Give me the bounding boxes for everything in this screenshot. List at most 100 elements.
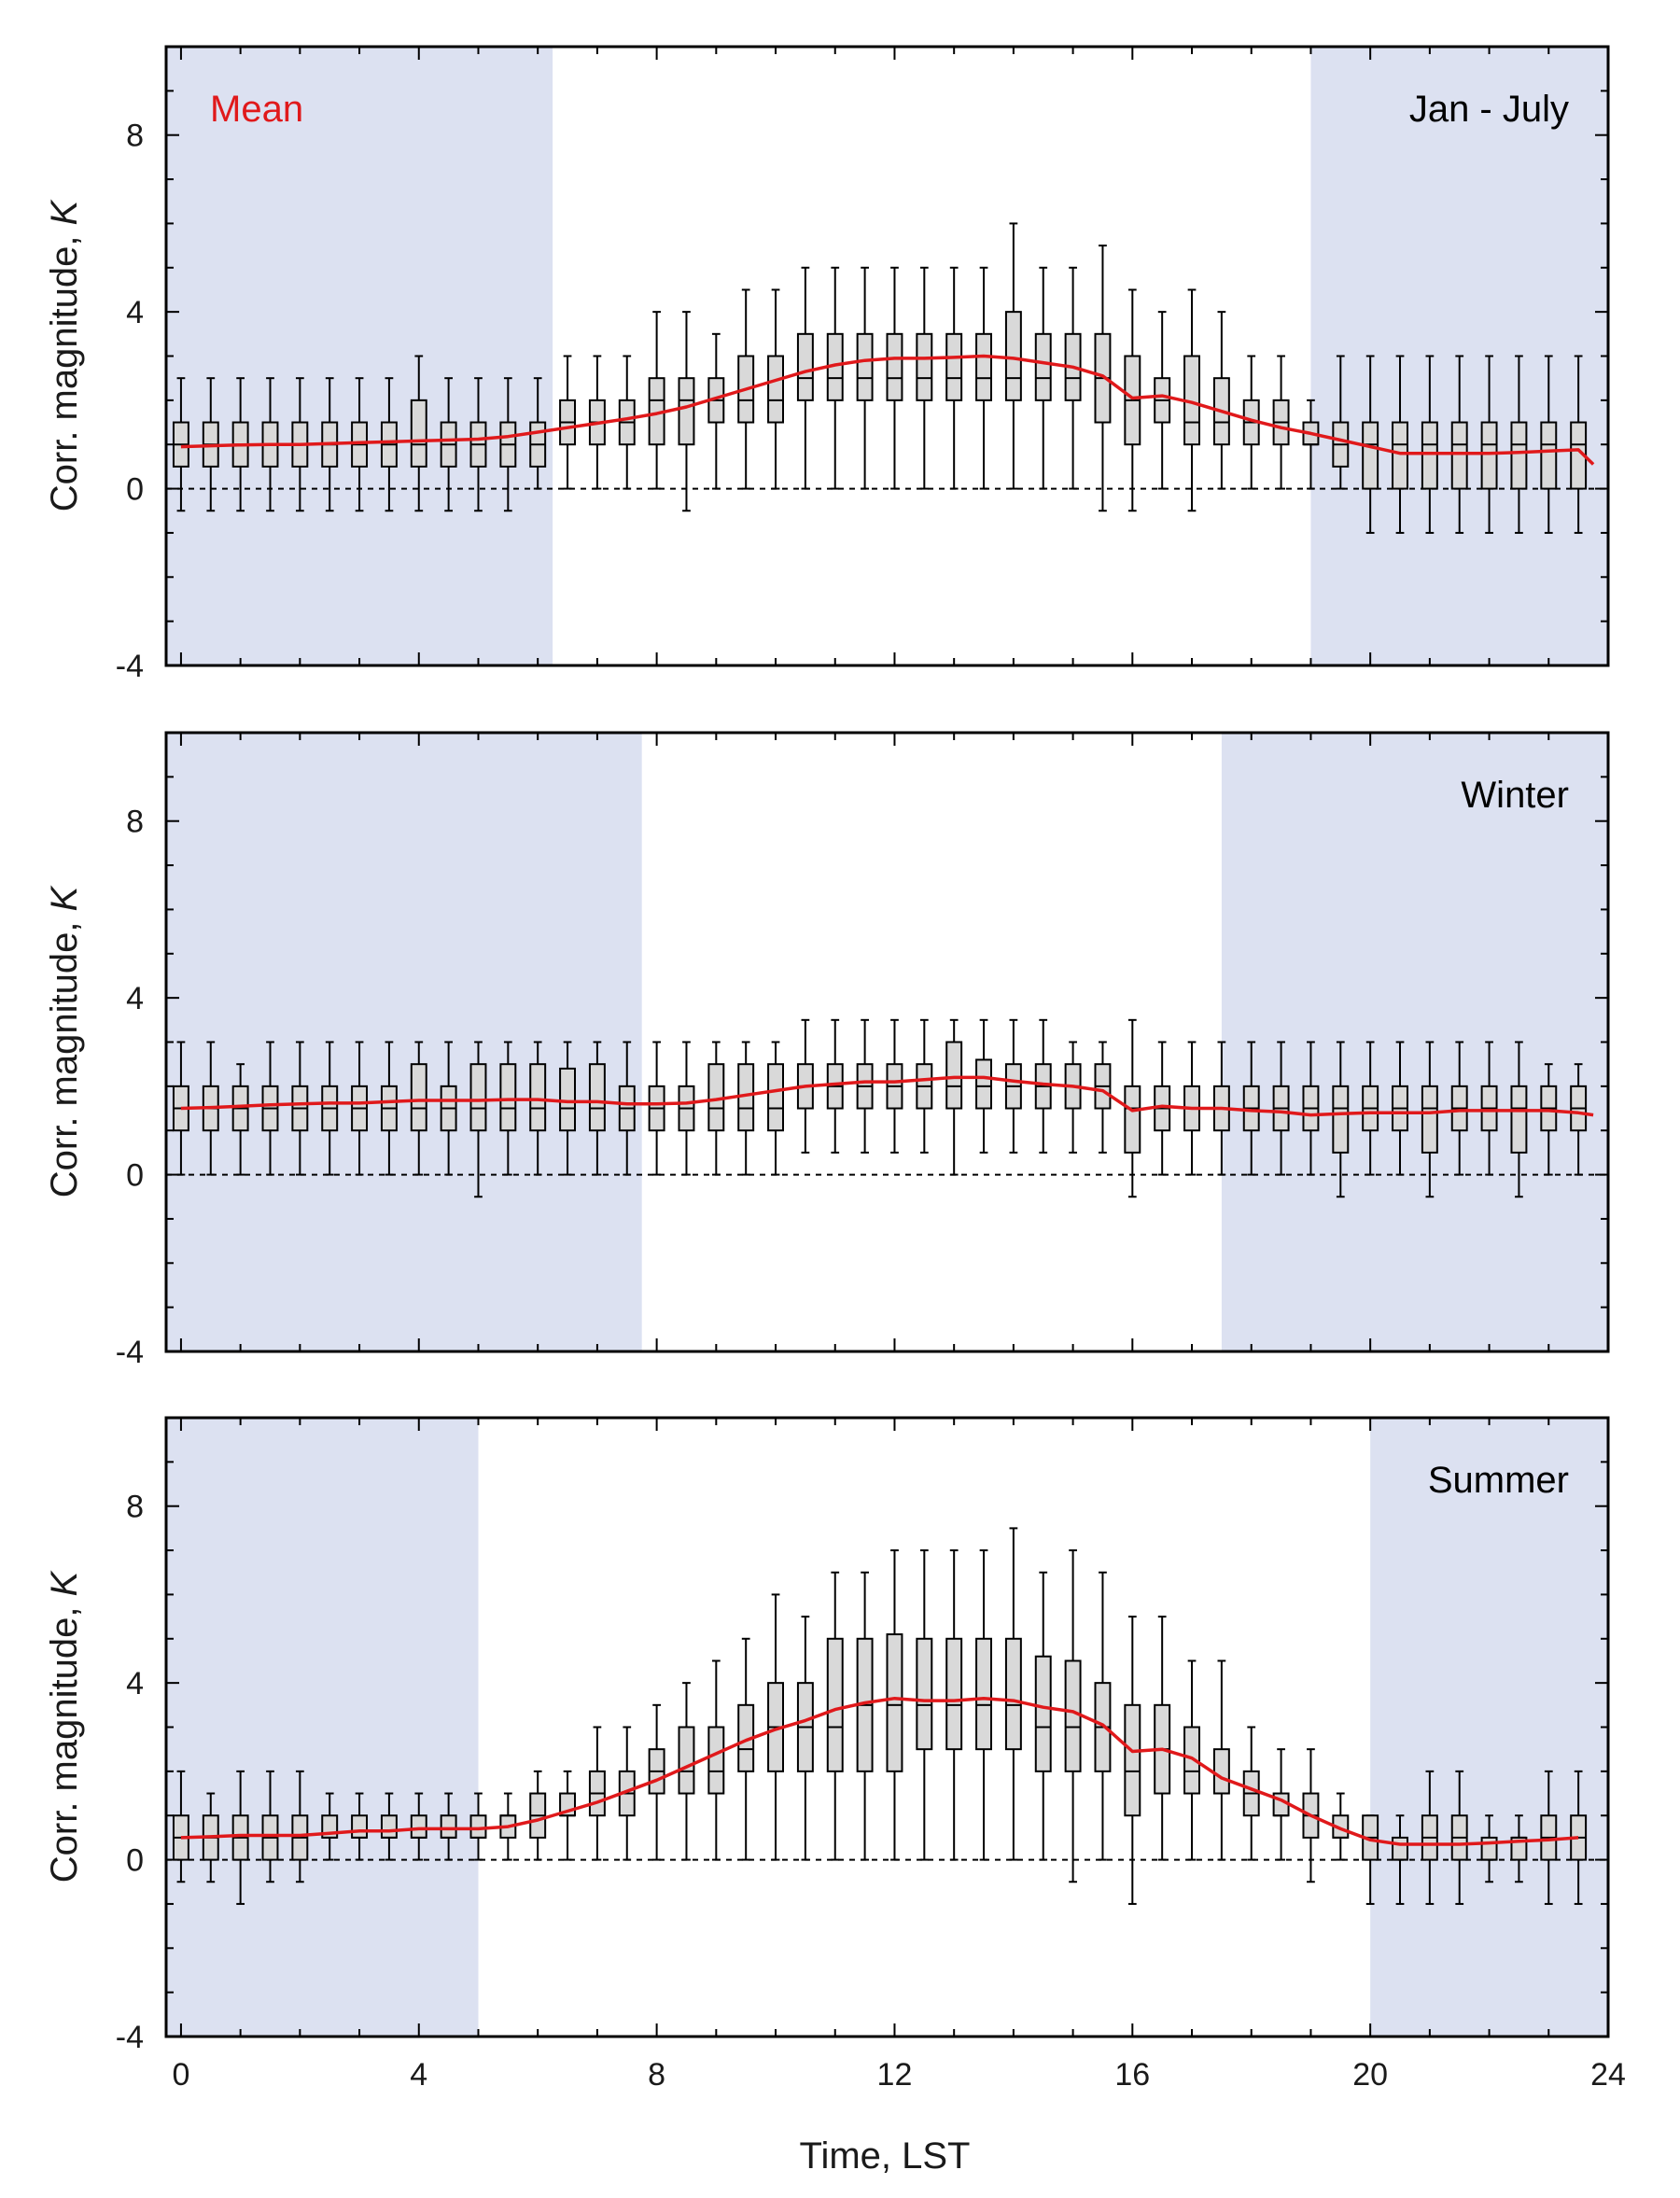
box-body — [975, 1058, 992, 1110]
box-body — [410, 1063, 427, 1132]
box-18.5 — [1272, 1041, 1290, 1176]
box-19 — [1302, 1041, 1320, 1176]
box-17 — [1183, 1659, 1200, 1861]
box-21 — [1421, 1770, 1438, 1905]
box-11 — [826, 1571, 844, 1861]
box-5 — [469, 1792, 487, 1861]
box-14.5 — [1034, 1571, 1052, 1861]
box-4.5 — [440, 1792, 457, 1861]
plot-area — [166, 733, 1608, 1351]
box-body — [1480, 421, 1498, 490]
box-body — [916, 1637, 933, 1751]
panel-label: Summer — [1428, 1460, 1569, 1501]
box-13.5 — [975, 1549, 992, 1861]
panel-1: -4 0 4 8 Corr. magnitude, K Jan - July Mean — [44, 45, 1610, 684]
box-11.5 — [856, 1018, 874, 1154]
y-axis-title: Corr. magnitude, K — [44, 198, 85, 511]
box-22 — [1480, 355, 1498, 534]
box-20.5 — [1392, 355, 1408, 534]
box-body — [707, 1726, 725, 1795]
panel-label: Jan - July — [1409, 89, 1569, 130]
box-23 — [1540, 355, 1558, 534]
box-16 — [1124, 1616, 1141, 1905]
box-body — [351, 1814, 369, 1839]
box-14 — [1004, 1018, 1022, 1154]
box-body — [886, 1633, 903, 1772]
box-body — [1540, 421, 1558, 490]
night-shading — [166, 1418, 479, 2037]
box-9.5 — [737, 1637, 755, 1861]
box-body — [499, 1063, 517, 1132]
box-body — [380, 1814, 398, 1839]
box-4.5 — [440, 377, 457, 512]
box-4 — [410, 1041, 427, 1176]
box-12 — [886, 1018, 903, 1154]
box-10 — [767, 288, 785, 490]
box-14.5 — [1034, 1018, 1052, 1154]
box-13 — [945, 1549, 963, 1861]
box-17.5 — [1212, 311, 1230, 490]
box-7.5 — [618, 1041, 636, 1176]
box-body — [1064, 1659, 1082, 1772]
box-10.5 — [796, 1616, 814, 1861]
box-18 — [1242, 1726, 1260, 1861]
panel-2: -4 0 4 8 Corr. magnitude, K Winter — [44, 731, 1610, 1370]
box-body — [1510, 1085, 1528, 1154]
y-tick-label: 4 — [126, 981, 144, 1016]
box-9 — [707, 332, 725, 490]
box-8 — [648, 311, 665, 490]
x-tick-label: 20 — [1352, 2057, 1388, 2093]
mean-line — [180, 1696, 1579, 1846]
box-22.5 — [1510, 1041, 1528, 1198]
box-20 — [1362, 1041, 1379, 1176]
box-13 — [945, 266, 963, 490]
box-22 — [1480, 1041, 1498, 1176]
box-body — [1362, 421, 1379, 490]
box-11.5 — [856, 1571, 874, 1861]
box-body — [886, 332, 903, 401]
y-tick-label: 0 — [126, 1843, 144, 1879]
box-body — [440, 1814, 457, 1839]
box-9.5 — [737, 288, 755, 490]
box-13 — [945, 1018, 963, 1176]
box-1.5 — [261, 1041, 279, 1176]
box-8.5 — [678, 311, 695, 512]
box-22.5 — [1510, 1814, 1528, 1883]
box-body — [410, 1814, 427, 1839]
box-1 — [231, 1770, 249, 1905]
box-15.5 — [1094, 1571, 1112, 1861]
box-14 — [1004, 1527, 1022, 1861]
box-body — [856, 332, 874, 401]
y-tick-label: 8 — [126, 805, 144, 840]
y-axis-title: Corr. magnitude, K — [44, 884, 85, 1197]
box-14 — [1004, 222, 1022, 490]
box-body — [945, 332, 963, 401]
box-15.5 — [1094, 245, 1112, 512]
x-tick-label: 4 — [410, 2057, 427, 2093]
box-18.5 — [1272, 355, 1290, 490]
box-9 — [707, 1041, 725, 1176]
box-15 — [1064, 1041, 1082, 1154]
box-16.5 — [1154, 1041, 1171, 1176]
box-6 — [529, 1770, 547, 1861]
box-5 — [469, 1041, 487, 1198]
box-23 — [1540, 1770, 1558, 1905]
y-tick-label: 8 — [126, 119, 144, 154]
box-8 — [648, 1041, 665, 1176]
box-body — [410, 399, 427, 468]
box-body — [826, 1637, 844, 1772]
box-3.5 — [380, 1041, 398, 1176]
box-12.5 — [916, 1549, 933, 1861]
box-6.5 — [559, 1770, 577, 1861]
box-16.5 — [1154, 311, 1171, 490]
box-3 — [351, 1041, 369, 1176]
box-17.5 — [1212, 1659, 1230, 1861]
x-tick-label: 8 — [648, 2057, 665, 2093]
legend-mean-label: Mean — [210, 89, 303, 130]
x-tick-label: 0 — [172, 2057, 189, 2093]
box-19.5 — [1332, 355, 1350, 490]
box-4 — [410, 1792, 427, 1861]
plot-area — [166, 1418, 1608, 2037]
box-body — [1392, 1836, 1408, 1861]
